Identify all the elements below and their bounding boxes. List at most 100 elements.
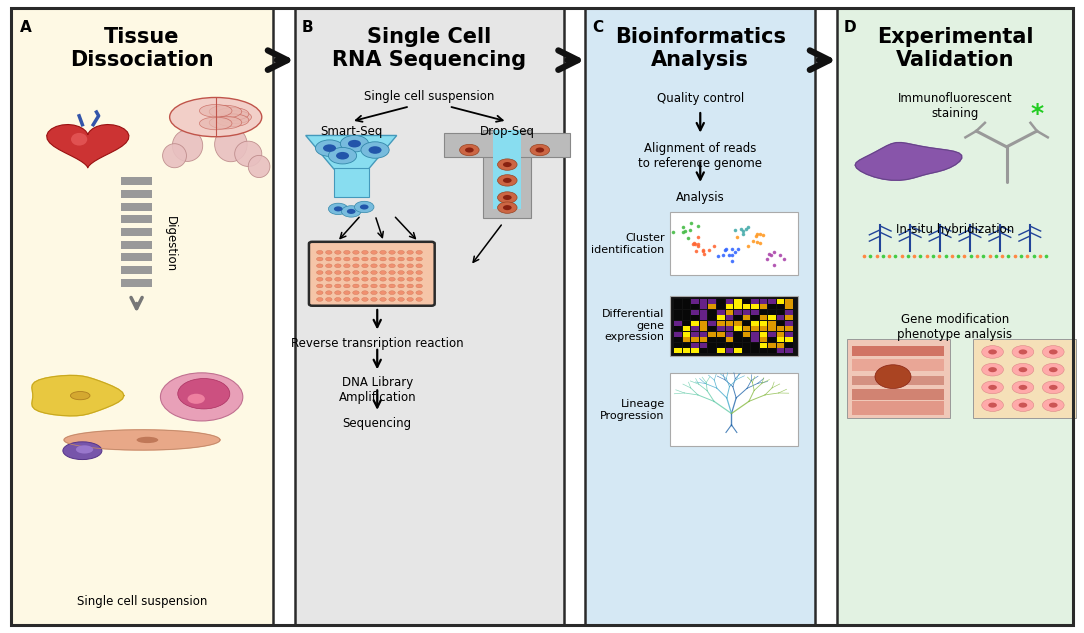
Circle shape — [325, 284, 332, 288]
Bar — [769, 343, 776, 348]
Point — [739, 222, 757, 232]
Point — [714, 249, 732, 260]
Text: A: A — [20, 20, 31, 35]
Circle shape — [335, 298, 341, 301]
Circle shape — [371, 271, 377, 275]
Ellipse shape — [209, 116, 242, 129]
Bar — [785, 321, 792, 325]
Point — [759, 254, 776, 264]
Circle shape — [389, 291, 396, 294]
Circle shape — [335, 264, 341, 268]
Circle shape — [352, 298, 359, 301]
Bar — [670, 373, 798, 446]
Point — [1031, 251, 1048, 261]
Circle shape — [362, 257, 369, 261]
Bar — [700, 348, 708, 353]
Circle shape — [398, 298, 404, 301]
Bar — [725, 304, 733, 309]
Circle shape — [503, 178, 512, 183]
Circle shape — [360, 204, 369, 210]
Point — [765, 247, 783, 257]
Circle shape — [341, 206, 361, 217]
Bar — [709, 304, 717, 309]
Point — [905, 251, 922, 261]
Point — [763, 250, 780, 260]
Circle shape — [982, 363, 1004, 376]
Bar — [683, 304, 691, 309]
Bar — [121, 177, 152, 185]
Circle shape — [369, 146, 382, 154]
Circle shape — [416, 298, 423, 301]
Circle shape — [348, 140, 361, 147]
FancyBboxPatch shape — [309, 242, 435, 306]
Circle shape — [1043, 399, 1064, 411]
Circle shape — [989, 385, 997, 390]
Bar — [483, 130, 531, 218]
Bar — [725, 327, 733, 331]
Bar — [700, 343, 708, 348]
Text: Gene modification
phenotype analysis: Gene modification phenotype analysis — [898, 313, 1012, 341]
Bar — [683, 310, 691, 315]
Bar — [852, 376, 944, 385]
Circle shape — [1049, 367, 1058, 372]
Bar — [700, 327, 708, 331]
Bar — [717, 332, 724, 337]
Point — [687, 246, 705, 256]
Circle shape — [362, 284, 369, 288]
Circle shape — [1043, 346, 1064, 358]
Polygon shape — [64, 430, 220, 450]
Point — [664, 227, 682, 237]
Bar — [785, 304, 792, 309]
Point — [694, 244, 711, 254]
Bar — [11, 8, 273, 625]
Bar — [717, 337, 724, 342]
Bar — [760, 348, 767, 353]
Circle shape — [982, 381, 1004, 394]
Circle shape — [335, 291, 341, 294]
Circle shape — [406, 284, 413, 288]
Point — [1019, 251, 1036, 261]
Bar — [717, 310, 724, 315]
Bar — [444, 133, 570, 157]
Bar — [670, 296, 798, 356]
Bar — [852, 346, 944, 356]
Circle shape — [379, 257, 386, 261]
Ellipse shape — [169, 97, 262, 137]
Bar — [751, 327, 759, 331]
Circle shape — [347, 209, 356, 214]
Point — [776, 254, 793, 264]
Point — [728, 232, 746, 242]
Circle shape — [1043, 363, 1064, 376]
Point — [724, 256, 741, 266]
Bar — [776, 348, 784, 353]
Circle shape — [317, 271, 323, 275]
Bar — [709, 332, 717, 337]
Bar — [769, 327, 776, 331]
Point — [748, 231, 765, 241]
Text: D: D — [843, 20, 856, 35]
Circle shape — [1019, 367, 1028, 372]
Circle shape — [344, 284, 350, 288]
Point — [993, 251, 1010, 261]
Point — [689, 232, 707, 242]
Ellipse shape — [163, 144, 186, 168]
Text: C: C — [592, 20, 603, 35]
Bar — [785, 348, 792, 353]
Bar — [674, 337, 682, 342]
Circle shape — [328, 147, 357, 164]
Bar — [674, 310, 682, 315]
Bar — [785, 315, 792, 320]
Circle shape — [406, 257, 413, 261]
Circle shape — [1012, 399, 1034, 411]
Circle shape — [362, 251, 369, 254]
Bar — [769, 332, 776, 337]
Bar — [683, 332, 691, 337]
Text: Differential
gene
expression: Differential gene expression — [603, 309, 664, 342]
Bar — [734, 304, 741, 309]
Bar — [785, 332, 792, 337]
Bar — [295, 8, 564, 625]
Ellipse shape — [199, 104, 232, 117]
Bar — [683, 315, 691, 320]
Point — [925, 251, 942, 261]
Point — [689, 239, 707, 249]
